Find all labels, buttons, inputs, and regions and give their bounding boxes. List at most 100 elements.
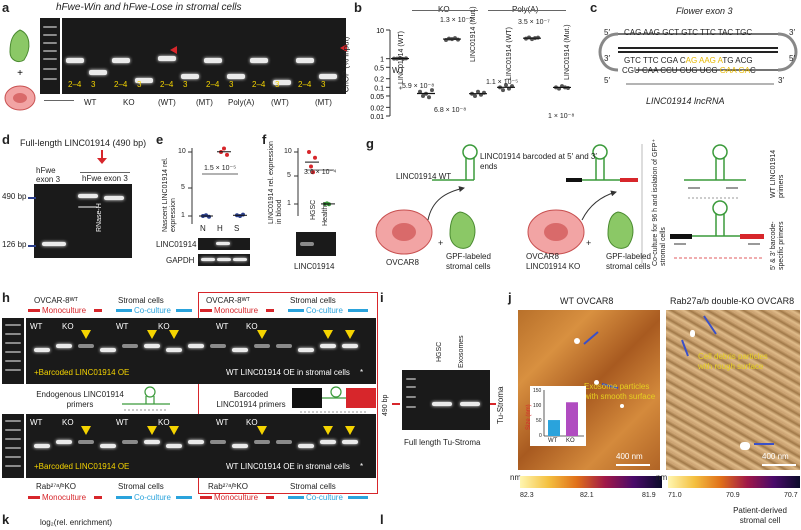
panel-h-gel-band <box>100 444 116 448</box>
panel-h-co3-bar <box>116 496 132 499</box>
panel-h-yellow-triangle <box>147 330 157 339</box>
panel-a-lane-mark: 3 <box>275 80 280 89</box>
panel-f-cat-hgsc: HGSC <box>310 199 317 220</box>
panel-e-ytick-5: 5 <box>181 184 185 191</box>
panel-h-gel-band <box>188 344 204 348</box>
panel-c-seq2b: AG AAG A <box>685 56 723 65</box>
panel-g-barcoded-label: LINC01914 barcoded at 5′ and 3′ ends <box>480 152 597 171</box>
panel-h-barcoded-primers: Barcoded LINC01914 primers <box>216 390 286 409</box>
panel-a-lane-mark: 2–4 <box>206 80 220 89</box>
panel-b-cat-3: LINC01914 (Mut.) <box>470 6 477 62</box>
panel-h-ko3: KO <box>246 322 258 331</box>
panel-i-ladder-1 <box>406 378 416 380</box>
panel-h-co: Co-culture <box>134 306 171 315</box>
panel-j-scale-left: 400 nm <box>616 452 643 461</box>
panel-e-dot <box>222 146 226 151</box>
panel-h-gel-band <box>144 440 160 444</box>
panel-h-co-bar-end <box>176 309 192 312</box>
panel-c-seq3b: GAA GA <box>719 66 751 75</box>
panel-a-lane-mark: 3 <box>91 80 96 89</box>
panel-b-ytick: 0.2 <box>374 77 384 84</box>
panel-g-primer2: 5′ & 3′ barcode-specific primers <box>770 221 785 270</box>
panel-h-yellow-triangle <box>81 330 91 339</box>
panel-h-bottom-stromal: Stromal cells <box>118 482 164 491</box>
panel-g-cell2: GPF-labeled stromal cells <box>446 252 491 271</box>
panel-b-cat-wt: WT <box>392 66 405 75</box>
panel-h-yellow-triangle <box>345 330 355 339</box>
panel-b-dot <box>418 89 422 94</box>
panel-j-arrows <box>583 315 774 445</box>
panel-d-band-faint <box>78 206 98 208</box>
panel-h-ko5: KO <box>158 418 170 427</box>
panel-j-inset-chart <box>543 390 584 437</box>
panel-d-red-arrow <box>101 150 103 160</box>
panel-d-band-490a <box>78 194 98 198</box>
panel-a-red-arrowhead <box>170 46 177 54</box>
panel-f-pval: 3.6 × 10⁻⁴ <box>304 169 337 176</box>
panel-d-gel <box>34 184 132 258</box>
panel-h-yellow-triangle <box>257 330 267 339</box>
panel-d-lane2: hFwe exon 3 <box>82 174 128 183</box>
panel-b-ytick: 0.02 <box>370 105 384 112</box>
panel-h-ladder-band <box>5 324 21 326</box>
panel-f-blot-gel <box>296 232 336 256</box>
panel-d-band-126 <box>42 242 66 246</box>
panel-d-marker1: 490 bp <box>2 192 27 201</box>
panel-h-co4: Co-culture <box>306 493 343 502</box>
panel-b-dot <box>473 93 477 98</box>
panel-f-blot: LINC01914 <box>294 262 335 271</box>
panel-b-ytick: 0.5 <box>374 65 384 72</box>
panel-c-seq2c: TG ACG <box>722 56 753 65</box>
panel-h-top-gel <box>26 318 376 384</box>
panel-h-barcoded-oe2: +Barcoded LINC01914 OE <box>34 462 130 471</box>
panel-h-stromal2: Stromal cells <box>290 296 336 305</box>
panel-b-dot <box>476 89 480 94</box>
panel-h-yellow-triangle <box>345 426 355 435</box>
panel-h-co2-bar-end <box>348 309 368 312</box>
panel-e-plot <box>188 146 247 224</box>
panel-b-pval-3: 6.8 × 10⁻⁸ <box>434 107 467 114</box>
panel-a-group-ko: KO <box>123 98 135 107</box>
panel-e-blot1: LINC01914 <box>156 240 197 249</box>
panel-g-wt-label: LINC01914 WT <box>396 172 452 181</box>
panel-h-barcoded-oe: +Barcoded LINC01914 OE <box>34 368 130 377</box>
panel-i-lane-exo: Exosomes <box>458 335 465 368</box>
panel-e-ytick-1: 1 <box>181 212 185 219</box>
panel-e-blot2: GAPDH <box>166 256 195 265</box>
panel-h-gel-band <box>34 348 50 352</box>
panel-e-blot2-band-n <box>201 258 215 261</box>
panel-c-label: c <box>590 0 598 15</box>
panel-j-annot-right: Cell debris particles with rough surface <box>698 352 768 371</box>
panel-h-label: h <box>2 290 10 305</box>
panel-a-gel-band <box>89 70 107 75</box>
panel-h-ko2: KO <box>158 322 170 331</box>
panel-i-ladder-3 <box>406 396 416 398</box>
panel-e-label: e <box>156 132 164 147</box>
panel-h-gel-band <box>342 440 358 444</box>
panel-j-inset-ytick-0: 0 <box>539 433 542 439</box>
panel-d-marker2: 126 bp <box>2 240 27 249</box>
panel-f-dot <box>309 164 313 169</box>
panel-c-caption: LINC01914 lncRNA <box>646 96 725 106</box>
panel-j-label: j <box>508 290 512 305</box>
panel-c-title: Flower exon 3 <box>676 6 733 16</box>
panel-h-gel-band <box>254 344 270 348</box>
panel-i-ladder-4 <box>406 406 416 408</box>
panel-c-p5b: 5′ <box>789 54 795 63</box>
panel-h-yellow-triangle <box>323 426 333 435</box>
panel-b-dot <box>501 88 505 93</box>
panel-c-seq2: GTC TTC CGA CAG AAG ATG ACG <box>624 56 753 65</box>
panel-a-lane-mark: 2–4 <box>68 80 82 89</box>
panel-j-title-left: WT OVCAR8 <box>560 296 614 306</box>
panel-i-lane-hgsc: HGSC <box>436 341 443 362</box>
panel-h-gel-band <box>56 440 72 444</box>
panel-k-label: k <box>2 512 10 527</box>
panel-h-ko6: KO <box>246 418 258 427</box>
panel-a-gel-band <box>66 58 84 63</box>
panel-a-title: hFwe-Win and hFwe-Lose in stromal cells <box>56 2 242 13</box>
panel-j-cb-left-2: 81.9 <box>642 492 656 499</box>
panel-a-gel <box>62 18 346 94</box>
panel-f-ytick-1: 1 <box>287 200 291 207</box>
panel-e-ytick-10: 10 <box>178 148 186 155</box>
panel-j-inset-cat-ko: KO <box>566 438 575 444</box>
